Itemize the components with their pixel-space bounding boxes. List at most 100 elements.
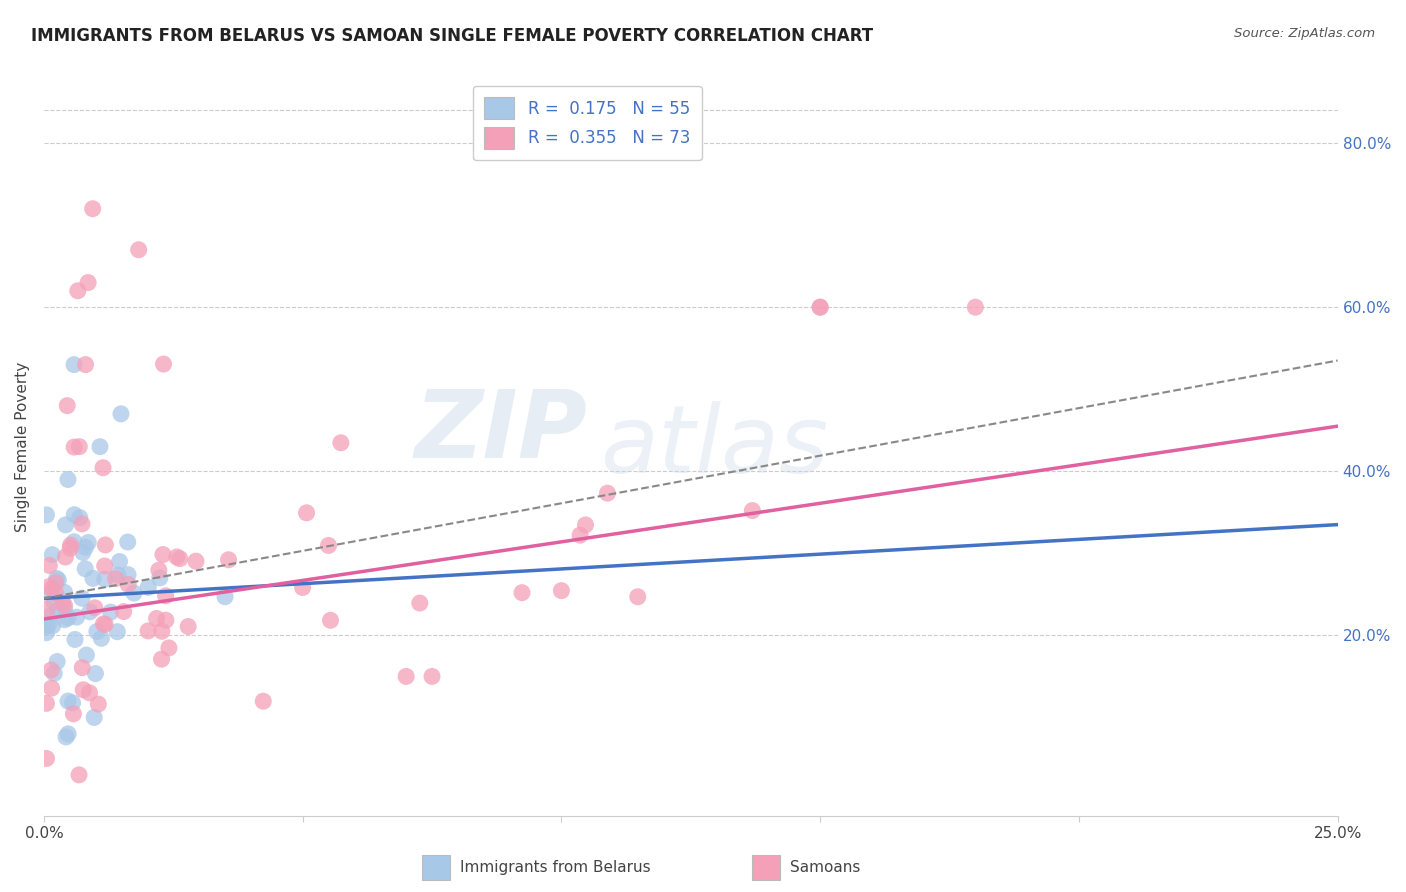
Point: [395, 669, 418, 683]
Point: [53, 599, 76, 613]
Point: [63, 632, 86, 647]
Point: [166, 549, 188, 564]
Point: [420, 669, 443, 683]
Point: [56, 694, 79, 708]
Point: [38, 580, 60, 594]
Point: [214, 590, 236, 604]
Point: [67, 440, 90, 454]
Point: [63, 508, 86, 522]
Point: [83, 710, 105, 724]
Text: Source: ZipAtlas.com: Source: ZipAtlas.com: [1234, 27, 1375, 40]
Point: [45, 571, 67, 585]
Point: [157, 640, 180, 655]
Point: [82, 571, 104, 585]
Point: [136, 580, 159, 594]
Point: [177, 619, 200, 633]
Point: [94, 572, 117, 586]
Point: [63, 440, 86, 454]
Point: [55, 730, 77, 744]
Point: [808, 300, 831, 314]
Point: [152, 357, 174, 371]
Point: [110, 407, 132, 421]
Point: [596, 486, 619, 500]
Point: [808, 300, 831, 314]
Point: [90, 632, 112, 646]
Point: [41, 548, 63, 562]
Point: [75, 648, 97, 662]
Point: [87, 697, 110, 711]
Text: Samoans: Samoans: [790, 861, 860, 875]
Point: [136, 624, 159, 638]
Text: IMMIGRANTS FROM BELARUS VS SAMOAN SINGLE FEMALE POVERTY CORRELATION CHART: IMMIGRANTS FROM BELARUS VS SAMOAN SINGLE…: [31, 27, 873, 45]
Point: [77, 535, 100, 549]
Point: [83, 600, 105, 615]
Point: [56, 727, 79, 741]
Point: [59, 538, 82, 552]
Point: [149, 571, 172, 585]
Point: [100, 605, 122, 619]
Point: [56, 473, 79, 487]
Point: [46, 603, 69, 617]
Point: [39, 586, 62, 600]
Point: [41, 681, 63, 695]
Point: [627, 590, 650, 604]
Point: [35, 625, 58, 640]
Point: [117, 577, 139, 591]
Point: [70, 660, 93, 674]
Point: [45, 586, 67, 600]
Point: [89, 440, 111, 454]
Point: [35, 751, 58, 765]
Point: [169, 551, 191, 566]
Point: [63, 358, 86, 372]
Point: [53, 613, 76, 627]
Point: [104, 572, 127, 586]
Point: [38, 618, 60, 632]
Point: [45, 575, 67, 590]
Point: [117, 567, 139, 582]
Point: [84, 666, 107, 681]
Point: [218, 553, 240, 567]
Point: [37, 602, 59, 616]
Point: [67, 768, 90, 782]
Point: [69, 510, 91, 524]
Point: [965, 300, 987, 314]
Point: [252, 694, 274, 708]
Point: [53, 602, 76, 616]
Point: [72, 682, 94, 697]
Point: [44, 666, 66, 681]
Point: [741, 503, 763, 517]
Point: [94, 617, 117, 632]
Point: [148, 563, 170, 577]
Point: [51, 596, 73, 610]
Point: [38, 558, 60, 573]
Point: [107, 568, 129, 582]
Point: [117, 535, 139, 549]
Point: [128, 243, 150, 257]
Point: [184, 554, 207, 568]
Point: [35, 508, 58, 522]
Point: [79, 686, 101, 700]
Point: [510, 585, 533, 599]
Point: [46, 655, 69, 669]
Point: [409, 596, 432, 610]
Point: [150, 624, 173, 639]
Point: [56, 611, 79, 625]
Point: [70, 516, 93, 531]
Legend: R =  0.175   N = 55, R =  0.355   N = 73: R = 0.175 N = 55, R = 0.355 N = 73: [472, 86, 702, 161]
Point: [93, 559, 115, 574]
Point: [72, 545, 94, 559]
Point: [42, 595, 65, 609]
Point: [291, 581, 314, 595]
Point: [42, 618, 65, 632]
Point: [82, 202, 104, 216]
Point: [86, 624, 108, 639]
Point: [38, 609, 60, 624]
Point: [91, 460, 114, 475]
Point: [53, 585, 76, 599]
Point: [56, 399, 79, 413]
Point: [550, 583, 572, 598]
Point: [55, 550, 77, 565]
Point: [65, 610, 87, 624]
Point: [75, 541, 97, 555]
Point: [59, 541, 82, 556]
